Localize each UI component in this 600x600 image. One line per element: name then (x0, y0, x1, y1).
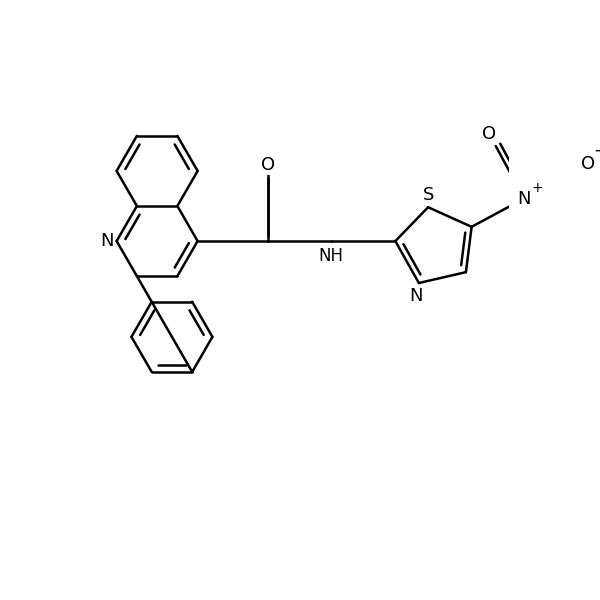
Text: N: N (410, 287, 423, 305)
Text: S: S (422, 185, 434, 203)
Text: O: O (260, 157, 275, 175)
Text: N: N (517, 190, 531, 208)
Text: +: + (532, 181, 544, 196)
Text: N: N (100, 232, 113, 250)
Text: O: O (482, 125, 496, 143)
Text: −: − (593, 141, 600, 159)
Text: O: O (581, 155, 596, 173)
Text: NH: NH (319, 247, 343, 265)
